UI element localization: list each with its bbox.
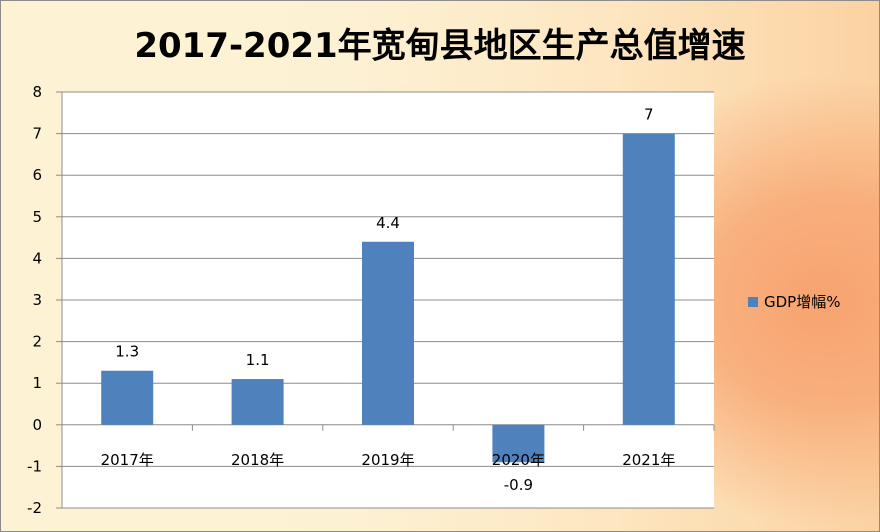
x-tick-label: 2019年 xyxy=(361,451,414,469)
data-labels: 1.3 1.1 4.4 -0.9 7 xyxy=(115,106,653,495)
y-tick-label: 3 xyxy=(32,291,42,309)
bar-2020年 xyxy=(492,424,545,463)
data-label: 1.1 xyxy=(246,351,270,369)
chart-title: 2017-2021年宽甸县地区生产总值增速 xyxy=(134,26,746,66)
data-label: 7 xyxy=(644,106,654,124)
y-tick-label: -1 xyxy=(27,457,42,475)
y-tick-label: 4 xyxy=(32,249,42,267)
data-label: -0.9 xyxy=(504,476,533,494)
bar-2017年 xyxy=(101,370,154,425)
axes xyxy=(61,92,715,508)
y-tick-labels: 8 7 6 5 4 3 2 1 0 -1 -2 xyxy=(27,83,42,517)
legend: GDP增幅% xyxy=(748,291,840,312)
y-tick-label: 0 xyxy=(32,416,42,434)
y-tick-label: 1 xyxy=(32,374,42,392)
bars xyxy=(101,133,675,463)
y-tick-label: 8 xyxy=(32,83,42,101)
x-tick-label: 2018年 xyxy=(231,451,284,469)
y-tick-label: 5 xyxy=(32,208,42,226)
y-tick-label: 2 xyxy=(32,333,42,351)
data-label: 1.3 xyxy=(115,343,139,361)
y-tick-label: -2 xyxy=(27,499,42,517)
bar-2019年 xyxy=(362,241,414,425)
data-label: 4.4 xyxy=(376,214,400,232)
x-tick-labels: 2017年 2018年 2019年 2020年 2021年 xyxy=(101,451,676,469)
legend-label: GDP增幅% xyxy=(764,293,841,311)
bar-2021年 xyxy=(622,133,675,425)
y-tick-label: 6 xyxy=(32,166,42,184)
x-tick-label: 2020年 xyxy=(492,451,545,469)
x-tick-label: 2017年 xyxy=(101,451,154,469)
y-tick-label: 7 xyxy=(32,125,42,143)
bar-2018年 xyxy=(231,379,284,425)
x-tick-label: 2021年 xyxy=(622,451,675,469)
legend-swatch xyxy=(748,296,758,307)
